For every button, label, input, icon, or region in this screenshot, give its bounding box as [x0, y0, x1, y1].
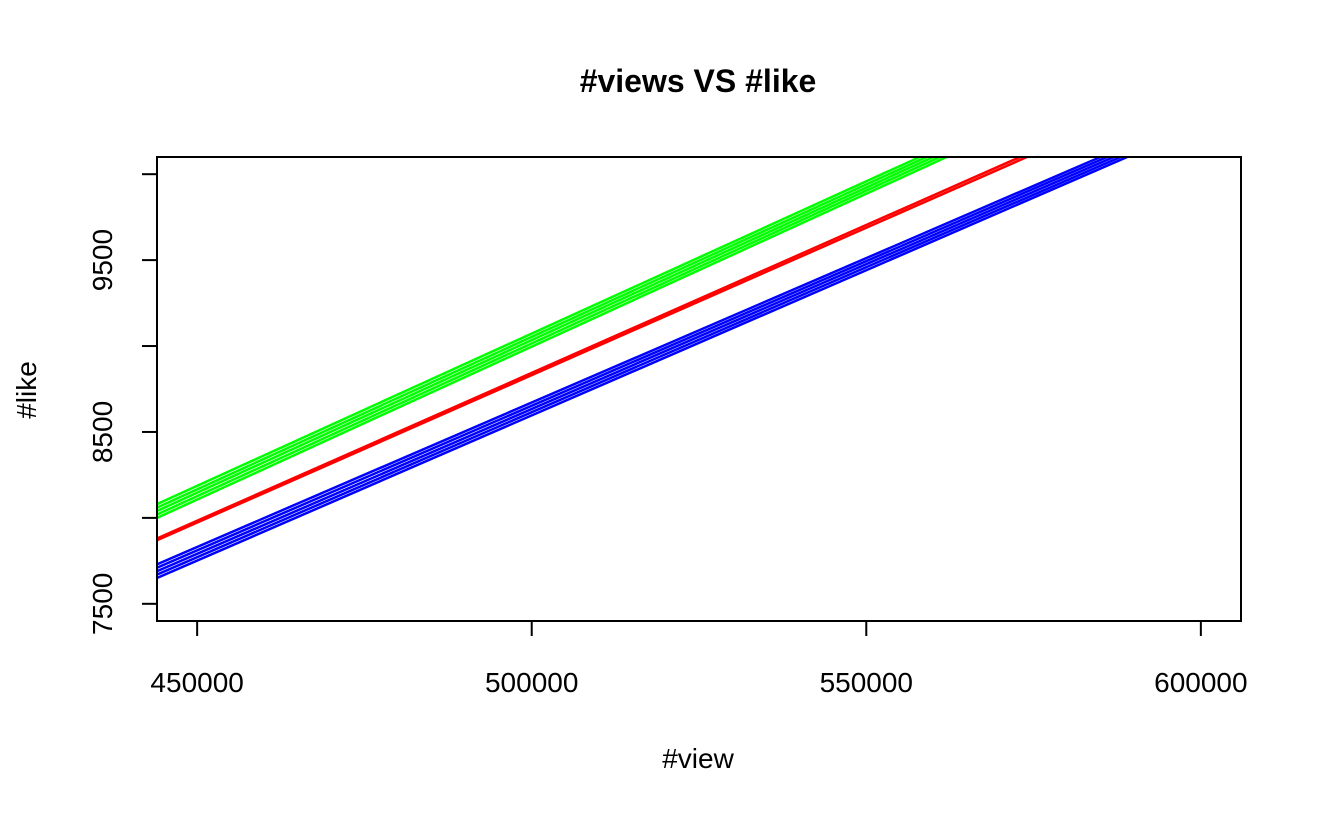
x-axis-label: #view — [662, 743, 734, 774]
chart-title: #views VS #like — [580, 63, 817, 99]
x-axis: 450000 500000 550000 600000 — [150, 620, 1248, 698]
series-0-line-4 — [157, 157, 921, 506]
y-tick-label: 8500 — [87, 401, 118, 463]
y-axis: 7500 8500 9500 — [87, 173, 158, 635]
series-2-line-4 — [157, 157, 1101, 566]
series-0-line-0 — [157, 157, 948, 520]
series-0-line-2 — [157, 157, 934, 513]
plot-frame — [156, 156, 1242, 622]
y-tick-label: 9500 — [87, 229, 118, 291]
series-1-line-1 — [157, 157, 1028, 542]
series-2-line-1 — [157, 157, 1122, 576]
series-layer — [157, 157, 1128, 580]
x-tick-label: 500000 — [485, 667, 578, 698]
series-0-line-3 — [157, 157, 928, 509]
x-tick-label: 550000 — [820, 667, 913, 698]
series-2-line-0 — [157, 157, 1128, 580]
series-2-line-2 — [157, 157, 1115, 573]
series-0-line-1 — [157, 157, 941, 516]
x-tick-label: 450000 — [150, 667, 243, 698]
y-axis-label: #like — [11, 361, 42, 419]
series-2-line-3 — [157, 157, 1108, 569]
y-tick-label: 7500 — [87, 573, 118, 635]
series-1-line-0 — [157, 157, 1021, 540]
x-tick-label: 600000 — [1154, 667, 1247, 698]
